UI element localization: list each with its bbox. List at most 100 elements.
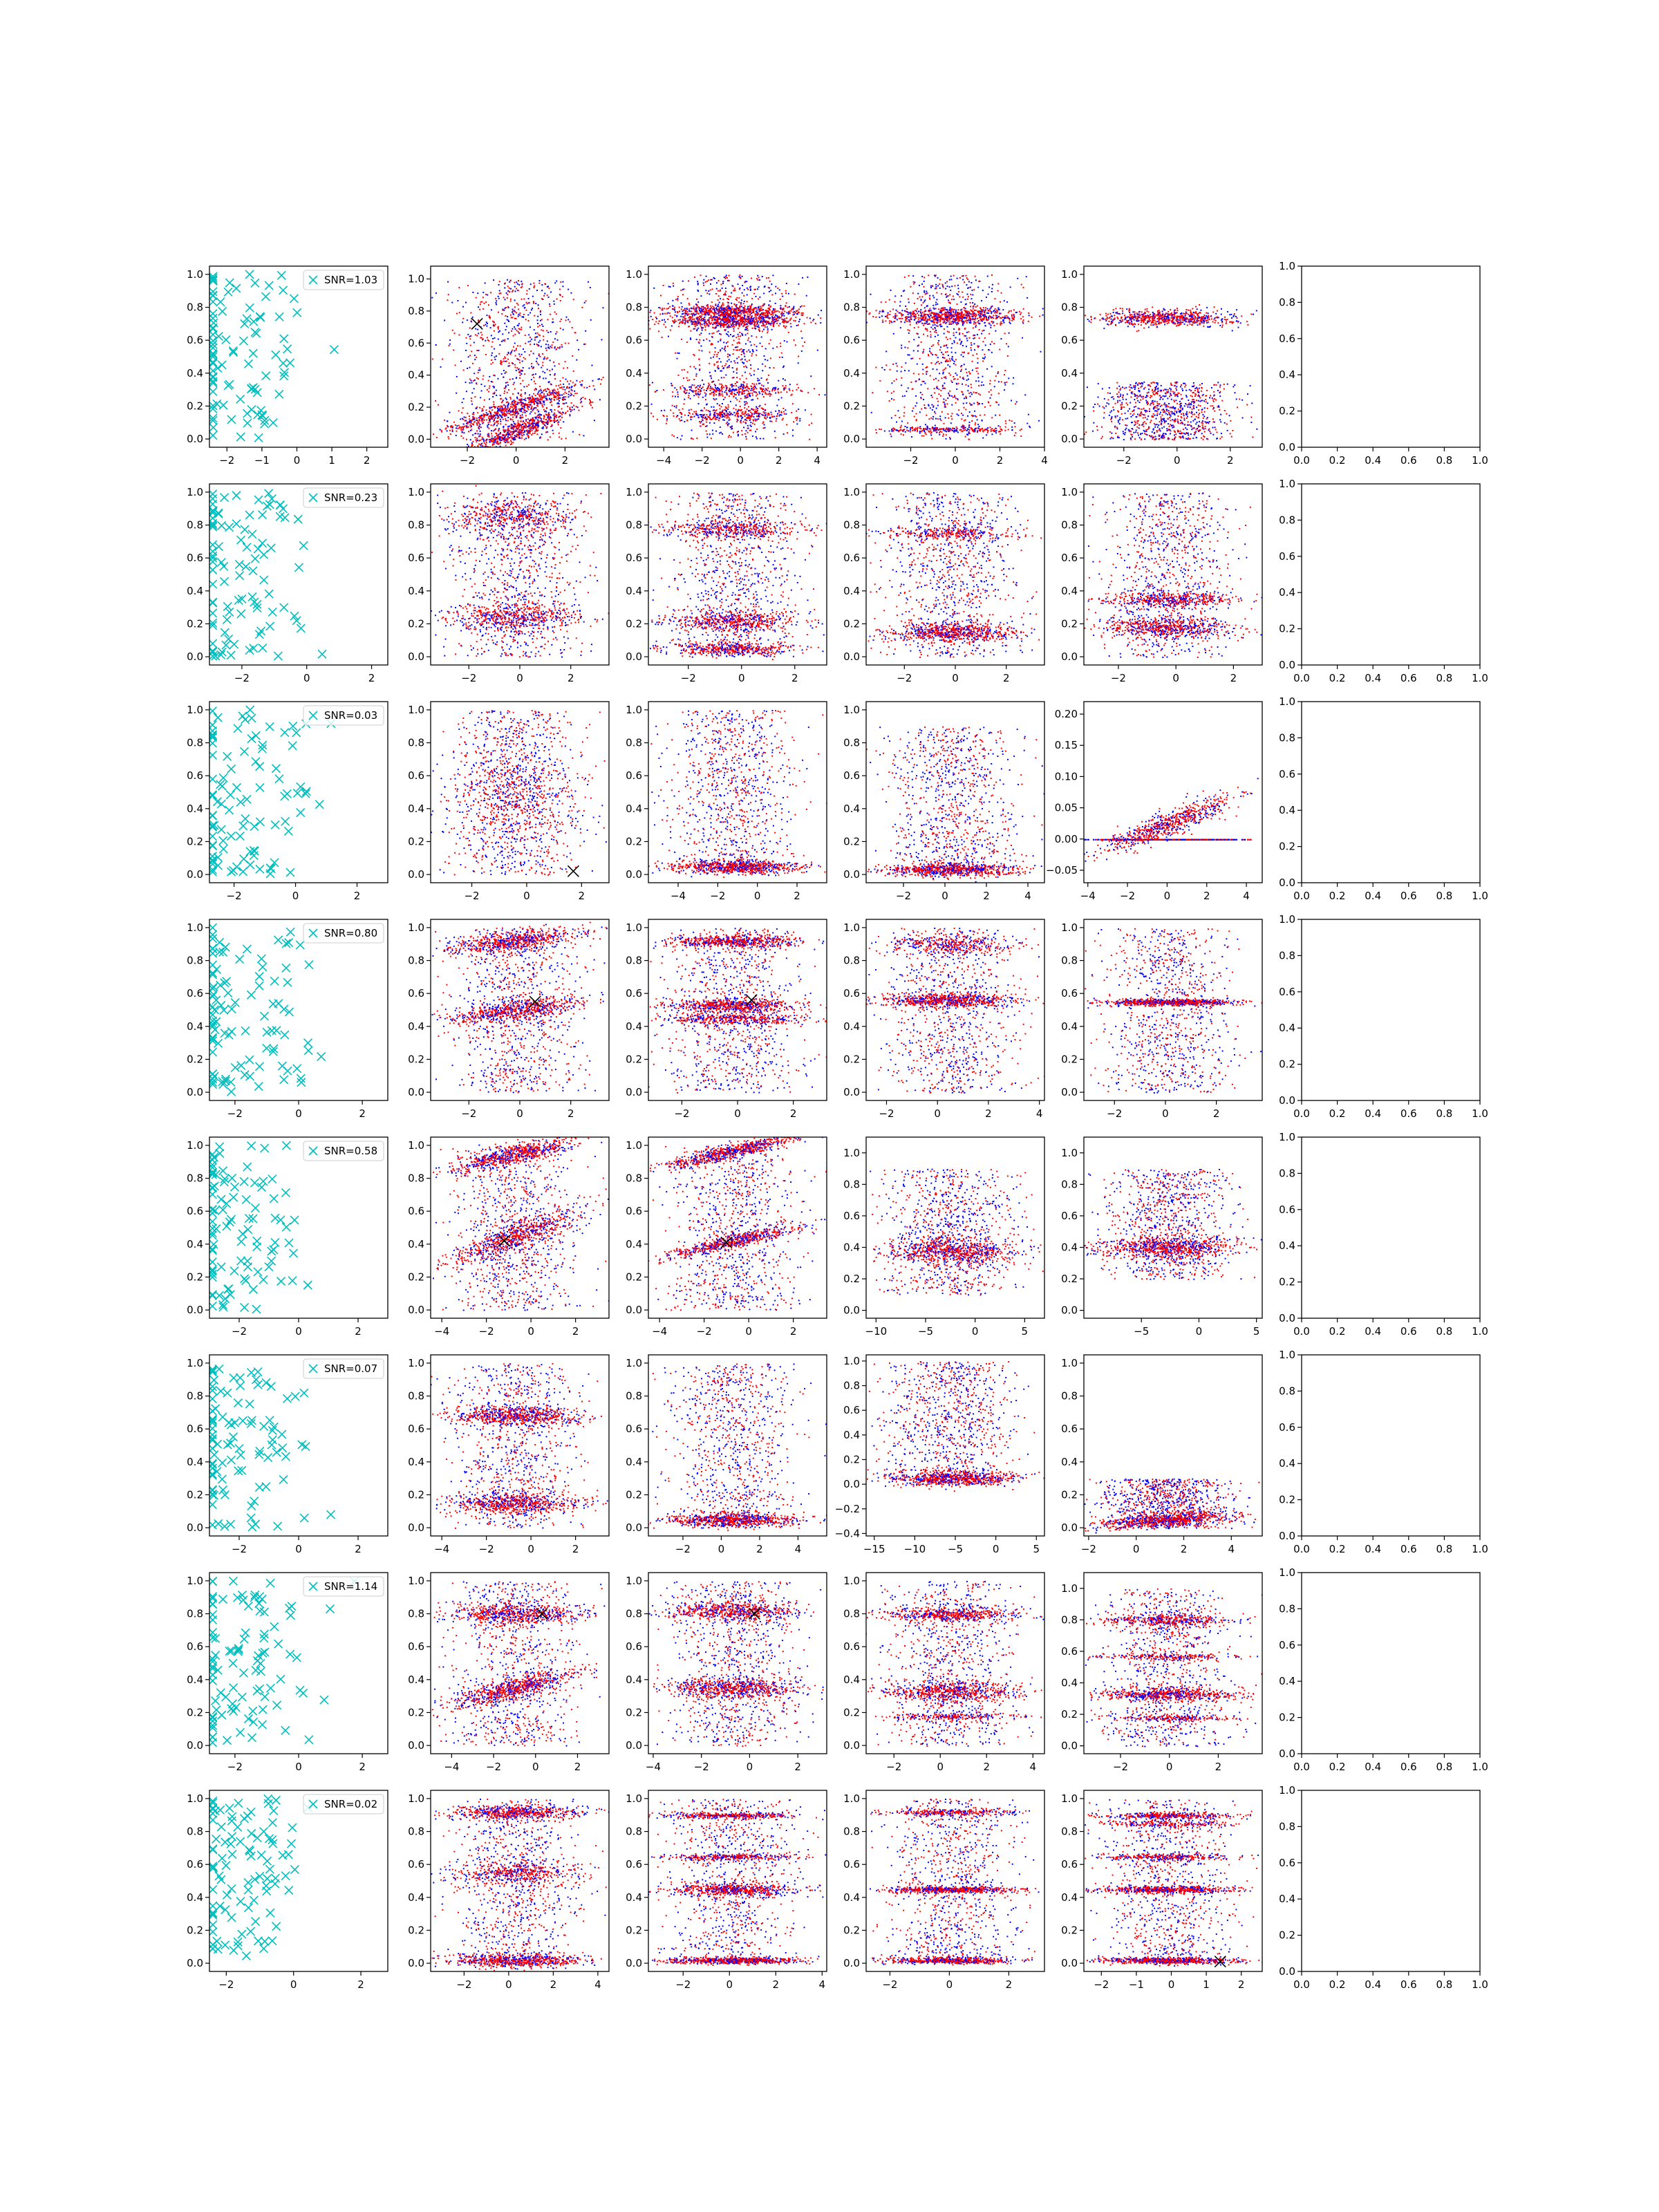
band-point: [552, 393, 554, 394]
band-point: [756, 324, 758, 325]
band-point: [536, 398, 537, 400]
sample-point: [507, 306, 509, 308]
sample-point: [760, 438, 761, 440]
sample-point: [725, 276, 727, 277]
band-point: [758, 413, 759, 414]
band-point: [692, 413, 693, 415]
band-point: [724, 409, 725, 411]
sample-point: [710, 357, 711, 359]
sample-point: [775, 292, 776, 294]
observed-point-marker: [275, 390, 283, 398]
band-point: [750, 310, 751, 312]
sample-point: [519, 359, 521, 361]
band-point: [641, 324, 643, 326]
band-point: [688, 395, 689, 396]
sample-point: [499, 293, 500, 294]
sample-point: [714, 412, 715, 413]
band-point: [744, 315, 745, 316]
sample-point: [533, 353, 534, 354]
band-point: [795, 317, 796, 318]
sample-point: [706, 422, 707, 423]
band-point: [554, 413, 556, 415]
band-point: [457, 428, 458, 429]
observed-point-marker: [330, 346, 338, 354]
sample-point: [516, 281, 517, 283]
band-point: [453, 449, 454, 451]
sample-point: [676, 405, 677, 406]
sample-point: [733, 408, 734, 409]
band-point: [557, 388, 559, 390]
sample-point: [534, 329, 535, 330]
band-point: [777, 388, 778, 390]
sample-point: [723, 367, 724, 368]
sample-point: [742, 276, 743, 277]
band-point: [769, 318, 770, 319]
band-point: [494, 449, 496, 451]
band-point: [687, 315, 688, 316]
sample-point: [465, 350, 467, 351]
band-point: [565, 399, 566, 400]
sample-point: [496, 355, 497, 357]
band-point: [729, 318, 731, 319]
sample-point: [716, 356, 718, 357]
observed-point-marker: [262, 372, 270, 380]
sample-point: [573, 371, 574, 372]
sample-point: [759, 343, 760, 344]
band-point: [440, 429, 441, 430]
observed-point-marker: [236, 395, 245, 403]
band-point: [776, 415, 778, 417]
band-point: [663, 415, 664, 417]
band-point: [692, 319, 693, 320]
sample-point: [711, 392, 713, 393]
band-point: [664, 308, 665, 309]
sample-point: [552, 341, 554, 343]
sample-point: [702, 397, 704, 398]
band-point: [744, 419, 746, 420]
band-point: [525, 424, 527, 426]
band-point: [742, 391, 744, 392]
band-point: [505, 442, 506, 443]
band-point: [711, 388, 713, 390]
band-point: [538, 426, 539, 427]
band-point: [674, 319, 675, 321]
sample-point: [724, 350, 726, 351]
sample-point: [650, 413, 652, 414]
band-point: [505, 440, 506, 442]
sample-point: [427, 295, 428, 297]
sample-point: [562, 296, 563, 297]
sample-point: [751, 353, 753, 355]
band-point: [655, 317, 657, 318]
band-point: [512, 414, 513, 415]
band-point: [796, 420, 797, 421]
sample-point: [772, 274, 774, 276]
band-point: [801, 306, 803, 307]
sample-point: [524, 351, 525, 353]
sample-point: [722, 393, 723, 395]
band-point: [515, 406, 516, 408]
band-point: [530, 404, 532, 405]
band-point: [683, 391, 684, 392]
sample-point: [698, 341, 700, 343]
sample-point: [738, 334, 739, 335]
band-point: [547, 388, 548, 389]
sample-point: [458, 335, 460, 336]
band-point: [820, 322, 821, 324]
band-point: [724, 324, 725, 325]
band-point: [451, 425, 452, 427]
sample-point: [474, 355, 476, 356]
sample-point: [800, 330, 802, 332]
sample-point: [706, 339, 707, 340]
sample-point: [523, 317, 524, 318]
sample-point: [482, 308, 484, 310]
band-point: [482, 420, 484, 421]
band-point: [726, 385, 727, 386]
band-point: [662, 319, 663, 321]
band-point: [679, 307, 680, 308]
band-point: [713, 307, 715, 308]
band-point: [527, 435, 528, 436]
band-point: [761, 310, 762, 311]
band-point: [510, 414, 512, 415]
band-point: [544, 422, 545, 423]
band-point: [519, 438, 521, 439]
band-point: [684, 308, 686, 309]
